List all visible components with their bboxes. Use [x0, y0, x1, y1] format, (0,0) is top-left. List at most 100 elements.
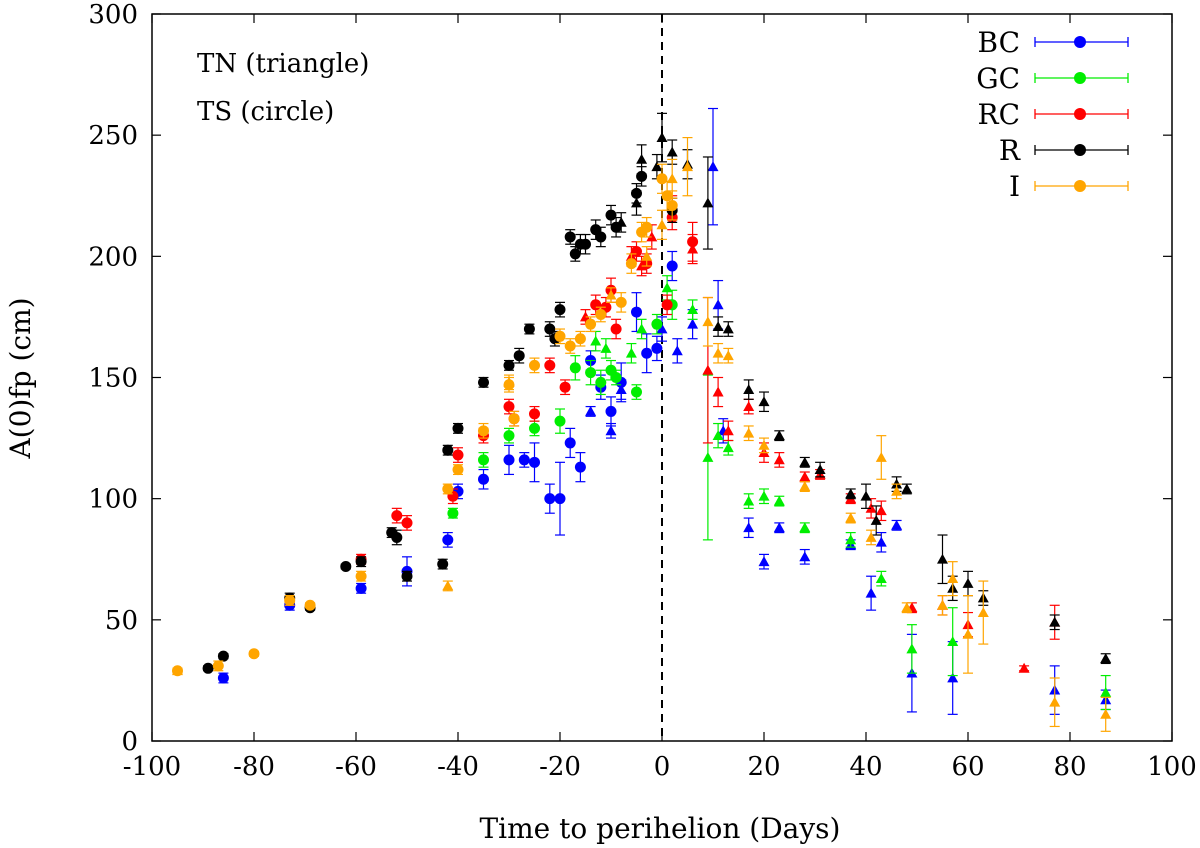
circle-point [508, 413, 520, 425]
triangle-point [891, 519, 903, 530]
circle-point [625, 258, 637, 270]
triangle-point [875, 505, 887, 516]
circle-point [574, 461, 586, 473]
triangle-point [799, 551, 811, 562]
triangle-point [1100, 687, 1112, 697]
circle-point [202, 662, 214, 674]
triangle-point [865, 587, 877, 598]
circle-point [355, 582, 367, 594]
legend-label: BC [977, 26, 1020, 59]
triangle-point [962, 577, 974, 588]
triangle-point [743, 401, 755, 411]
triangle-point [590, 335, 602, 346]
circle-point [529, 408, 540, 420]
triangle-point [799, 481, 811, 491]
triangle-point [947, 672, 959, 683]
triangle-point [712, 386, 724, 397]
circle-point [284, 594, 296, 606]
circle-point [478, 376, 489, 388]
circle-point [513, 350, 525, 362]
circle-point [529, 422, 540, 434]
circle-point [615, 296, 627, 308]
x-tick-label: -80 [233, 752, 275, 782]
triangle-point [773, 430, 785, 441]
circle-point [544, 323, 556, 335]
data-layer [172, 107, 1112, 732]
triangle-point [906, 643, 918, 654]
circle-point [217, 650, 229, 662]
triangle-point [1100, 708, 1112, 719]
triangle-point [605, 425, 617, 436]
circle-point [569, 362, 581, 374]
circle-point [518, 454, 530, 466]
triangle-point [722, 442, 734, 453]
triangle-point [1049, 696, 1061, 707]
triangle-point [758, 439, 770, 450]
circle-point [605, 209, 617, 221]
triangle-point [865, 531, 877, 542]
circle-point [401, 517, 413, 529]
circle-point [452, 464, 464, 476]
triangle-point [845, 512, 857, 523]
triangle-point [625, 347, 637, 358]
axes-layer: -100 -80 -60 -40 -20 0 20 40 60 80 100 0 50 100 150 200… [88, 0, 1196, 782]
circle-point [666, 260, 678, 272]
circle-point [595, 376, 607, 388]
circle-point [452, 422, 464, 434]
circle-point [610, 323, 622, 335]
x-tick-label: -20 [539, 752, 581, 782]
triangle-point [875, 573, 887, 584]
circle-point [355, 570, 367, 582]
legend-label: RC [977, 98, 1020, 131]
y-tick-label: 150 [88, 364, 138, 394]
circle-point [554, 330, 566, 342]
triangle-point [646, 231, 658, 242]
circle-point [595, 308, 607, 320]
circle-point [391, 510, 403, 522]
circle-point [687, 236, 699, 248]
legend-marker [1074, 72, 1086, 84]
legend-label: GC [976, 62, 1020, 95]
circle-point [574, 333, 586, 345]
circle-point [564, 340, 576, 352]
x-tick-label: 40 [849, 752, 882, 782]
triangle-point [937, 553, 948, 564]
y-tick-label: 300 [88, 0, 138, 30]
circle-point [544, 493, 556, 505]
circle-point [554, 304, 566, 316]
triangle-point [845, 488, 857, 499]
triangle-point [743, 522, 755, 533]
circle-point [248, 648, 260, 660]
circle-point [523, 323, 535, 335]
x-tick-label: -40 [437, 752, 479, 782]
triangle-point [860, 490, 872, 501]
triangle-point [702, 451, 714, 462]
triangle-point [799, 522, 811, 533]
triangle-point [682, 161, 693, 172]
legend-label: I [1009, 170, 1020, 203]
triangle-point [651, 161, 663, 172]
y-tick-label: 200 [88, 242, 138, 272]
circle-point [590, 299, 602, 311]
x-axis-title: Time to perihelion (Days) [480, 812, 841, 845]
x-tick-label: 80 [1053, 752, 1086, 782]
triangle-point [580, 311, 591, 322]
triangle-point [707, 161, 719, 172]
triangle-point [743, 384, 755, 395]
circle-point [503, 379, 515, 391]
triangle-point [712, 321, 724, 332]
circle-point [544, 359, 556, 371]
circle-point [631, 245, 642, 257]
triangle-point [901, 483, 913, 494]
triangle-point [758, 396, 770, 407]
triangle-point [799, 456, 811, 467]
triangle-point [712, 430, 724, 441]
triangle-point [712, 299, 724, 310]
triangle-point [1100, 653, 1112, 664]
triangle-point [845, 534, 857, 545]
circle-point [478, 473, 489, 485]
circle-point [554, 493, 566, 505]
circle-point [585, 318, 597, 330]
y-tick-label: 50 [105, 606, 138, 636]
